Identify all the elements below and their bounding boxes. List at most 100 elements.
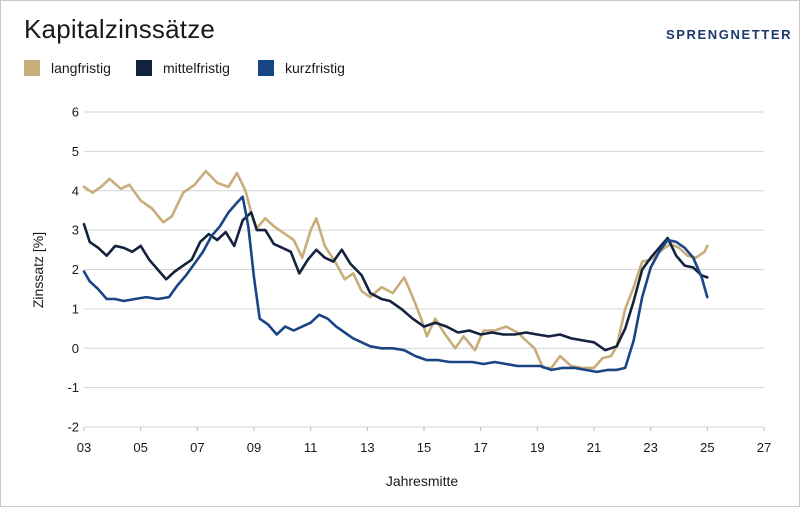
data-point-langfristig	[83, 186, 85, 188]
y-axis-label: Zinssatz [%]	[30, 232, 46, 308]
y-tick-label: 3	[72, 223, 79, 238]
data-point-kurzfristig	[471, 361, 473, 363]
y-axis-ticks: -2 -1 0 1 2 3 4 5 6	[67, 105, 79, 435]
data-point-langfristig	[128, 184, 130, 186]
data-point-mittelfristig	[324, 257, 326, 259]
data-point-kurzfristig	[114, 298, 116, 300]
data-point-kurzfristig	[528, 365, 530, 367]
data-point-kurzfristig	[562, 367, 564, 369]
data-point-mittelfristig	[273, 243, 275, 245]
data-point-langfristig	[273, 225, 275, 227]
data-point-langfristig	[525, 339, 527, 341]
data-point-mittelfristig	[182, 264, 184, 266]
data-point-langfristig	[624, 308, 626, 310]
data-point-mittelfristig	[389, 300, 391, 302]
data-point-mittelfristig	[106, 255, 108, 257]
data-point-kurzfristig	[284, 325, 286, 327]
data-point-langfristig	[100, 186, 102, 188]
x-tick-label: 19	[530, 440, 544, 455]
x-tick-label: 25	[700, 440, 714, 455]
data-point-kurzfristig	[276, 333, 278, 335]
data-point-mittelfristig	[380, 298, 382, 300]
data-point-langfristig	[335, 262, 337, 264]
data-point-kurzfristig	[482, 363, 484, 365]
data-point-kurzfristig	[667, 239, 669, 241]
data-point-mittelfristig	[264, 229, 266, 231]
chart-title: Kapitalzinssätze	[24, 14, 216, 44]
data-point-mittelfristig	[140, 245, 142, 247]
series-kurzfristig	[82, 195, 709, 374]
data-point-kurzfristig	[706, 296, 708, 298]
x-tick-label: 27	[757, 440, 771, 455]
data-point-kurzfristig	[361, 341, 363, 343]
data-point-mittelfristig	[423, 325, 425, 327]
data-point-kurzfristig	[505, 363, 507, 365]
data-point-mittelfristig	[242, 219, 244, 221]
data-point-kurzfristig	[494, 361, 496, 363]
data-point-langfristig	[352, 272, 354, 274]
data-point-langfristig	[236, 172, 238, 174]
data-point-kurzfristig	[185, 274, 187, 276]
data-point-langfristig	[108, 178, 110, 180]
x-tick-label: 03	[77, 440, 91, 455]
x-axis-ticks: 03 05 07 09 11 13 15 17 19 21 23 25 27	[77, 427, 771, 455]
series-langfristig	[82, 169, 709, 370]
data-point-kurzfristig	[352, 337, 354, 339]
series-line-kurzfristig	[82, 195, 709, 374]
data-point-langfristig	[633, 286, 635, 288]
data-point-kurzfristig	[426, 359, 428, 361]
data-point-langfristig	[205, 170, 207, 172]
data-point-langfristig	[593, 367, 595, 369]
x-tick-label: 07	[190, 440, 204, 455]
data-point-mittelfristig	[199, 241, 201, 243]
data-point-kurzfristig	[145, 296, 147, 298]
data-point-kurzfristig	[202, 251, 204, 253]
data-point-mittelfristig	[290, 251, 292, 253]
legend-label-langfristig: langfristig	[51, 60, 111, 76]
data-point-mittelfristig	[216, 239, 218, 241]
data-point-mittelfristig	[559, 333, 561, 335]
data-point-mittelfristig	[624, 327, 626, 329]
sprengnetter-logo: SPRENGNETTER	[666, 27, 793, 42]
data-point-langfristig	[678, 247, 680, 249]
data-point-langfristig	[140, 199, 142, 201]
data-point-mittelfristig	[165, 278, 167, 280]
data-point-kurzfristig	[247, 225, 249, 227]
data-point-kurzfristig	[267, 323, 269, 325]
data-point-kurzfristig	[227, 211, 229, 213]
data-point-mittelfristig	[604, 349, 606, 351]
data-point-mittelfristig	[468, 329, 470, 331]
data-point-langfristig	[559, 355, 561, 357]
data-point-mittelfristig	[361, 274, 363, 276]
data-point-langfristig	[454, 347, 456, 349]
data-point-kurzfristig	[327, 318, 329, 320]
y-tick-label: 6	[72, 105, 79, 120]
data-point-kurzfristig	[259, 318, 261, 320]
data-point-mittelfristig	[536, 333, 538, 335]
data-point-langfristig	[293, 239, 295, 241]
data-point-langfristig	[344, 278, 346, 280]
data-point-kurzfristig	[550, 369, 552, 371]
data-point-mittelfristig	[525, 331, 527, 333]
data-point-langfristig	[610, 355, 612, 357]
data-point-mittelfristig	[157, 268, 159, 270]
data-point-kurzfristig	[675, 241, 677, 243]
data-point-kurzfristig	[650, 266, 652, 268]
y-tick-label: 1	[72, 301, 79, 316]
data-point-kurzfristig	[106, 298, 108, 300]
data-point-kurzfristig	[236, 201, 238, 203]
data-point-kurzfristig	[301, 325, 303, 327]
data-point-langfristig	[361, 290, 363, 292]
data-point-kurzfristig	[83, 270, 85, 272]
data-point-langfristig	[171, 215, 173, 217]
data-point-kurzfristig	[633, 339, 635, 341]
data-point-kurzfristig	[318, 314, 320, 316]
data-point-langfristig	[641, 260, 643, 262]
data-point-mittelfristig	[633, 300, 635, 302]
data-point-langfristig	[120, 188, 122, 190]
data-point-langfristig	[162, 221, 164, 223]
data-point-langfristig	[193, 184, 195, 186]
data-point-mittelfristig	[412, 318, 414, 320]
data-point-mittelfristig	[256, 229, 258, 231]
data-point-kurzfristig	[253, 276, 255, 278]
